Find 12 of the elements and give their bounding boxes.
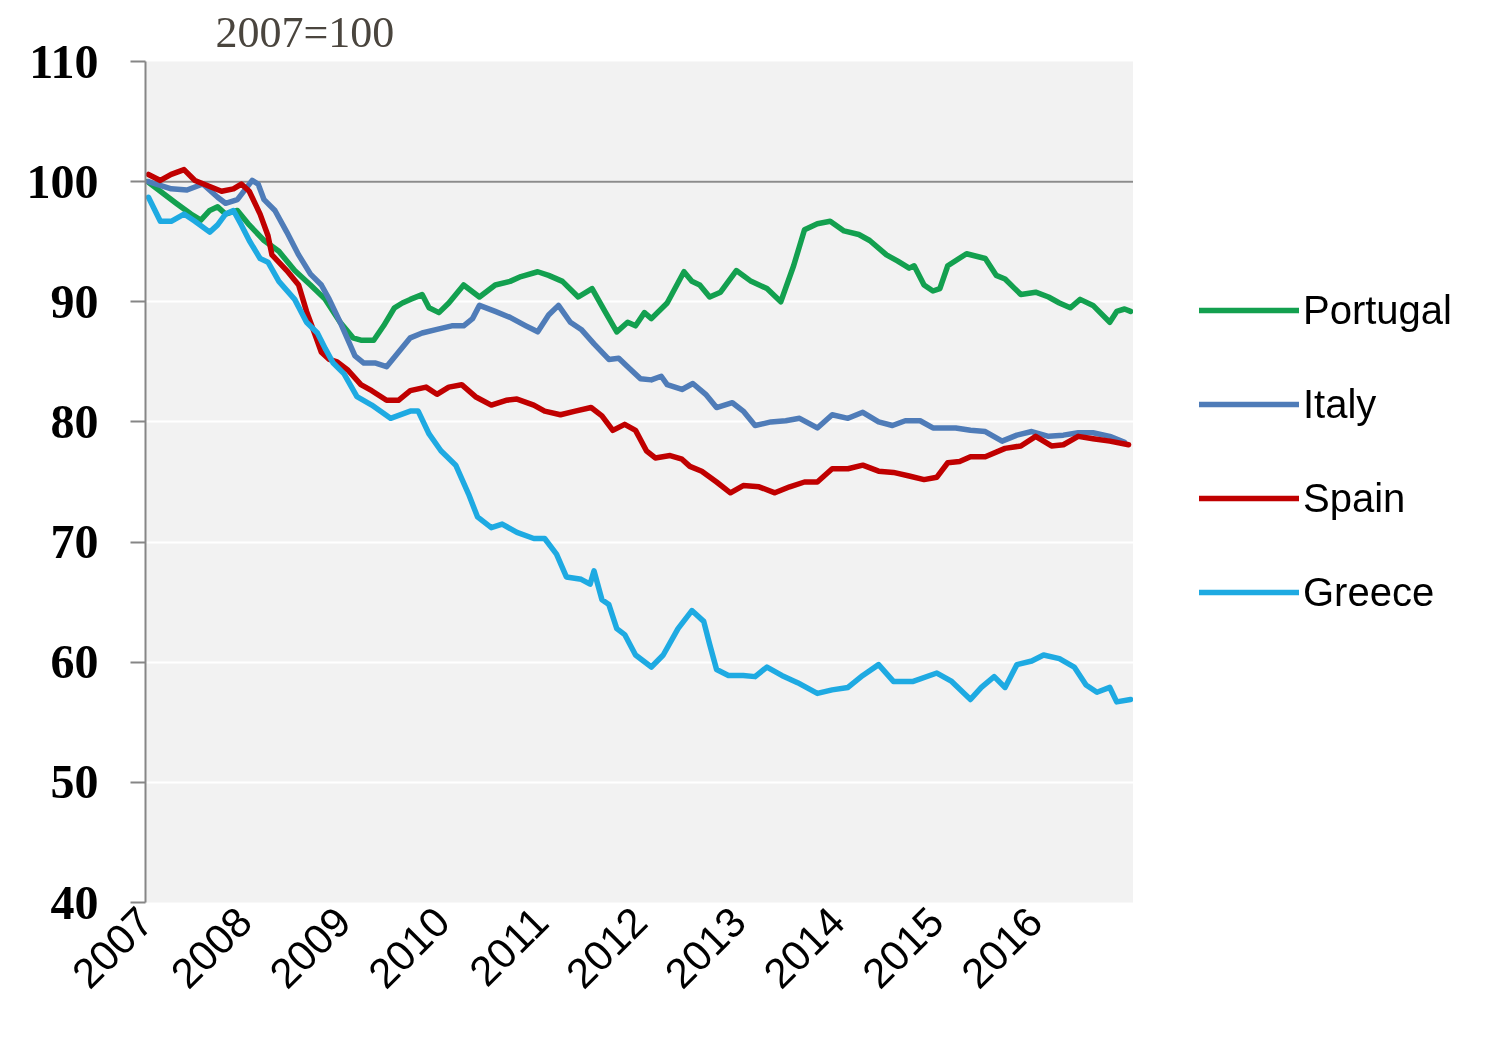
y-tick-label: 70: [50, 515, 99, 569]
y-tick-label: 50: [50, 755, 99, 809]
legend-label: Greece: [1303, 568, 1435, 616]
legend-label: Spain: [1303, 474, 1406, 522]
y-tick-label: 80: [50, 394, 99, 448]
chart-title: 2007=100: [215, 7, 395, 57]
y-tick-label: 110: [29, 34, 99, 88]
y-tick-label: 90: [50, 274, 99, 328]
y-tick-label: 60: [50, 635, 99, 689]
legend-label: Portugal: [1303, 286, 1452, 334]
y-tick-label: 100: [26, 154, 99, 208]
legend-label: Italy: [1303, 380, 1377, 428]
